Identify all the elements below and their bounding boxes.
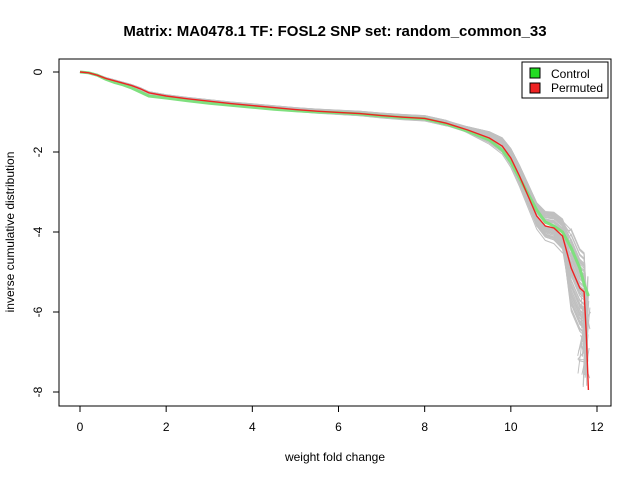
background-curve — [79, 72, 587, 357]
x-tick-label: 10 — [504, 420, 518, 434]
background-curve — [79, 71, 591, 323]
background-series-group — [79, 71, 591, 388]
background-curve — [79, 71, 591, 379]
background-curve — [79, 71, 589, 357]
background-curve — [79, 72, 587, 366]
background-curve — [79, 71, 588, 363]
legend: Control Permuted — [521, 61, 609, 99]
x-axis-label: weight fold change — [284, 450, 385, 464]
background-curve — [79, 71, 589, 356]
background-curve — [79, 71, 587, 388]
background-curve — [79, 71, 587, 359]
background-curve — [79, 71, 587, 315]
background-curve — [79, 71, 587, 363]
series-line-permuted — [79, 71, 590, 391]
x-axis: 0 2 4 6 8 10 12 — [77, 405, 604, 434]
y-tick-label: -6 — [31, 306, 45, 317]
background-curve — [79, 71, 587, 364]
x-tick-label: 6 — [335, 420, 342, 434]
background-curve — [79, 71, 587, 376]
background-curve — [79, 71, 587, 373]
y-axis-label: inverse cumulative distribution — [3, 152, 17, 313]
y-axis: 0 -2 -4 -6 -8 — [31, 68, 60, 397]
x-tick-label: 8 — [421, 420, 428, 434]
background-curve — [79, 71, 587, 374]
background-curve — [79, 71, 588, 386]
y-tick-label: -4 — [31, 226, 45, 237]
background-curve — [79, 71, 587, 375]
y-tick-label: -8 — [31, 386, 45, 397]
background-curve — [79, 71, 589, 359]
x-tick-label: 4 — [249, 420, 256, 434]
background-curve — [79, 71, 587, 361]
legend-label-control: Control — [551, 67, 590, 81]
series-group — [79, 70, 590, 391]
background-curve — [79, 71, 587, 386]
background-curve — [79, 71, 587, 374]
y-tick-label: 0 — [31, 68, 45, 75]
background-curve — [79, 71, 588, 299]
legend-swatch-control — [529, 67, 541, 79]
legend-label-permuted: Permuted — [551, 81, 603, 95]
x-tick-label: 2 — [163, 420, 170, 434]
background-curve — [79, 71, 587, 360]
background-curve — [79, 71, 587, 357]
background-curve — [79, 71, 589, 304]
background-curve — [79, 71, 587, 373]
y-tick-label: -2 — [31, 146, 45, 157]
background-curve — [79, 71, 587, 376]
background-curve — [79, 71, 587, 366]
legend-swatch-permuted — [529, 82, 541, 94]
background-curve — [79, 71, 590, 307]
x-tick-label: 0 — [77, 420, 84, 434]
background-curve — [79, 72, 587, 315]
background-curve — [79, 72, 589, 362]
background-curve — [79, 71, 587, 378]
x-tick-label: 12 — [590, 420, 604, 434]
series-line-control — [79, 70, 590, 297]
background-curve — [79, 71, 590, 368]
chart-title: Matrix: MA0478.1 TF: FOSL2 SNP set: rand… — [123, 23, 546, 40]
background-curve — [79, 71, 587, 306]
